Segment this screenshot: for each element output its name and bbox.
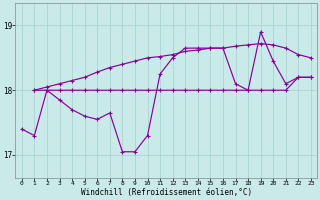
X-axis label: Windchill (Refroidissement éolien,°C): Windchill (Refroidissement éolien,°C)	[81, 188, 252, 197]
